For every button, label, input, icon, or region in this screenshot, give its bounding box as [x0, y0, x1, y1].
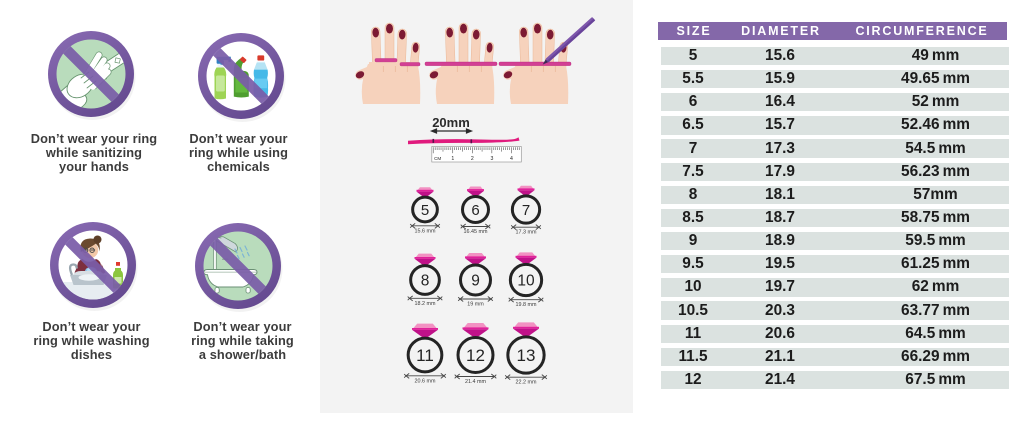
svg-text:20mm: 20mm: [432, 115, 470, 130]
svg-text:15.6 mm: 15.6 mm: [415, 228, 436, 234]
svg-text:16.45 mm: 16.45 mm: [464, 229, 488, 235]
svg-text:12: 12: [466, 346, 485, 365]
svg-text:2: 2: [471, 156, 474, 162]
svg-text:11: 11: [416, 346, 434, 365]
svg-text:9: 9: [471, 273, 480, 290]
svg-text:19.8 mm: 19.8 mm: [516, 302, 537, 308]
svg-text:18.2 mm: 18.2 mm: [415, 301, 436, 307]
svg-text:17.3 mm: 17.3 mm: [516, 230, 537, 236]
svg-text:8: 8: [421, 273, 430, 290]
svg-text:6: 6: [471, 202, 479, 219]
svg-text:21.4 mm: 21.4 mm: [465, 379, 486, 385]
svg-text:CM: CM: [434, 156, 441, 161]
svg-text:7: 7: [522, 202, 530, 219]
svg-text:1: 1: [451, 156, 454, 162]
svg-text:4: 4: [510, 156, 513, 162]
svg-text:20.6 mm: 20.6 mm: [415, 378, 436, 384]
svg-text:5: 5: [421, 202, 429, 219]
svg-text:10: 10: [517, 273, 535, 290]
svg-text:22.2 mm: 22.2 mm: [516, 380, 537, 386]
svg-text:13: 13: [517, 346, 536, 365]
svg-text:3: 3: [490, 156, 493, 162]
svg-text:19 mm: 19 mm: [467, 301, 484, 307]
